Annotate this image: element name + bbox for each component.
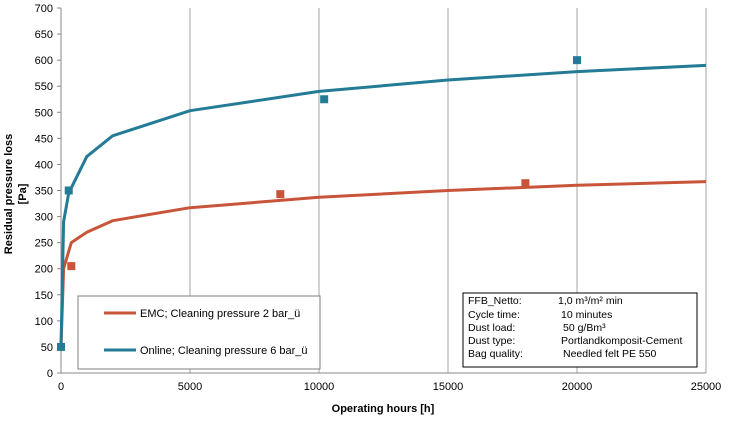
info-value-bag: Needled felt PE 550 xyxy=(563,348,657,360)
series xyxy=(57,56,707,351)
data-point-series-1 xyxy=(573,56,581,65)
data-point-series-1 xyxy=(320,95,329,104)
data-point-series-0 xyxy=(521,179,530,188)
legend-box xyxy=(77,295,321,370)
trendline-series-1 xyxy=(59,63,707,347)
info-label-ffb: FFB_Netto: xyxy=(468,295,522,307)
info-value-cycle: 10 minutes xyxy=(561,309,612,321)
trendline-series-0 xyxy=(59,180,707,347)
data-point-series-1 xyxy=(57,342,65,351)
legend: EMC; Cleaning pressure 2 bar_ü Online; C… xyxy=(77,295,321,370)
y-tick-label: 650 xyxy=(35,29,53,41)
legend-label-online: Online; Cleaning pressure 6 bar_ü xyxy=(140,345,308,357)
data-point-series-1 xyxy=(64,186,73,195)
y-axis-title: Residual pressure loss [Pa] xyxy=(3,134,29,254)
y-tick-label: 450 xyxy=(35,133,53,145)
info-box: FFB_Netto: 1,0 m³/m² min Cycle time: 10 … xyxy=(462,292,698,368)
y-tick-label: 100 xyxy=(35,316,53,328)
data-point-series-0 xyxy=(276,190,285,199)
data-point-series-0 xyxy=(67,262,76,271)
y-tick-label: 300 xyxy=(35,212,53,224)
y-tick-labels: 0 50 100 150 200 250 300 350 400 450 500 550 600 650 7… xyxy=(35,3,61,380)
x-tick-label: 25000 xyxy=(691,381,722,393)
y-axis-title-line2: [Pa] xyxy=(17,183,29,204)
x-tick-label: 0 xyxy=(58,381,64,393)
info-box-frame xyxy=(462,292,698,368)
y-tick-label: 700 xyxy=(35,3,53,15)
info-value-dust-load: 50 g/Bm³ xyxy=(563,322,606,334)
y-axis-title-line1: Residual pressure loss xyxy=(3,134,15,254)
x-tick-label: 15000 xyxy=(433,381,464,393)
info-label-cycle: Cycle time: xyxy=(468,309,520,321)
y-tick-label: 400 xyxy=(35,159,53,171)
legend-label-emc: EMC; Cleaning pressure 2 bar_ü xyxy=(140,308,300,320)
info-value-dust-type: Portlandkomposit-Cement xyxy=(561,335,682,347)
x-axis-title: Operating hours [h] xyxy=(332,403,435,415)
y-tick-label: 250 xyxy=(35,238,53,250)
y-tick-label: 150 xyxy=(35,290,53,302)
info-value-ffb: 1,0 m³/m² min xyxy=(558,295,623,307)
y-tick-label: 500 xyxy=(35,107,53,119)
x-tick-label: 10000 xyxy=(304,381,335,393)
y-tick-label: 50 xyxy=(41,342,53,354)
y-tick-label: 600 xyxy=(35,55,53,67)
info-label-dust-type: Dust type: xyxy=(468,335,515,347)
x-tick-label: 20000 xyxy=(562,381,593,393)
y-tick-label: 550 xyxy=(35,81,53,93)
y-tick-label: 200 xyxy=(35,264,53,276)
y-tick-label: 0 xyxy=(47,368,53,380)
y-tick-label: 350 xyxy=(35,186,53,198)
x-tick-labels: 0 5000 10000 15000 20000 25000 xyxy=(58,381,721,393)
info-label-dust-load: Dust load: xyxy=(468,322,515,334)
info-label-bag: Bag quality: xyxy=(468,348,523,360)
x-tick-label: 5000 xyxy=(178,381,202,393)
